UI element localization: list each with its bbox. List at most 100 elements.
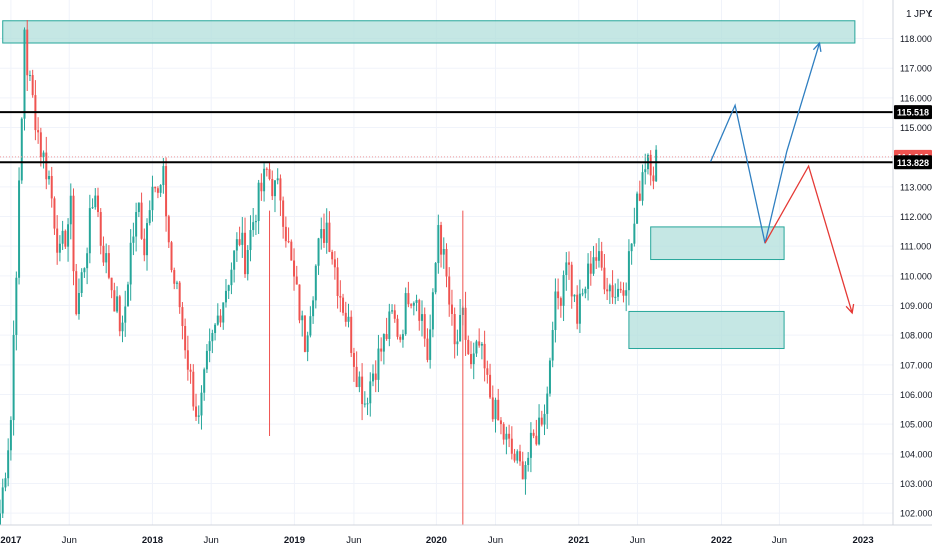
projections-layer (709, 41, 855, 315)
candle-body (554, 291, 557, 331)
candle-body (450, 304, 453, 315)
candle-body (420, 314, 423, 321)
candle-body (216, 315, 219, 325)
price-tick-label: 105.000 (900, 420, 932, 430)
candle-body (415, 300, 418, 303)
candle-body (184, 326, 187, 351)
candle-body (483, 343, 486, 369)
supply-demand-zone (2, 20, 856, 44)
candle-body (625, 290, 628, 296)
candle-body (102, 245, 105, 263)
candle-body (64, 230, 67, 247)
candle-body (505, 433, 508, 440)
candle-body (61, 230, 64, 244)
candle-body (513, 453, 516, 461)
candle-body (456, 341, 459, 345)
candle-body (284, 226, 287, 242)
candle-body (23, 29, 26, 119)
candle-body (97, 195, 100, 213)
candle-body (322, 229, 325, 243)
candle-body (148, 210, 151, 224)
candle-body (570, 264, 573, 297)
candle-body (230, 269, 233, 286)
candle-body (429, 329, 432, 360)
candle-body (42, 152, 45, 157)
time-tick-label: 2017 (0, 535, 21, 546)
price-tick-label: 113.000 (900, 182, 932, 192)
candle-body (80, 272, 83, 293)
candle-body (333, 259, 336, 268)
candle-body (271, 178, 274, 197)
candle-body (290, 241, 293, 261)
candle-body (568, 262, 571, 265)
candle-body (126, 284, 129, 307)
candle-body (331, 251, 334, 260)
candle-body (67, 224, 70, 247)
candle-body (363, 403, 366, 405)
candle-body (175, 282, 178, 284)
candle-body (521, 461, 524, 480)
axis-bottom-tick: 0 (928, 9, 932, 20)
candle-body (45, 152, 48, 180)
candle-body (276, 178, 279, 181)
price-label-box (894, 155, 932, 170)
candle-body (431, 292, 434, 330)
candle-body (143, 238, 146, 256)
candle-body (53, 198, 56, 229)
candle-body (249, 230, 252, 251)
price-tick-label: 103.000 (900, 479, 932, 489)
candle-body (282, 200, 285, 227)
candle-body (608, 285, 611, 292)
candle-body (113, 290, 116, 312)
price-tick-label: 109.000 (900, 301, 932, 311)
candle-body (189, 369, 192, 372)
candle-body (393, 310, 396, 319)
candle-body (195, 406, 198, 417)
candle-body (293, 260, 296, 277)
candle-body (532, 432, 535, 436)
price-tick-label: 115.000 (900, 123, 932, 133)
candle-body (377, 348, 380, 380)
candle-body (154, 186, 157, 189)
candle-body (606, 289, 609, 292)
time-tick-label: 2019 (284, 535, 305, 546)
candle-body (587, 263, 590, 289)
candle-body (358, 376, 361, 388)
candle-body (7, 450, 10, 479)
candle-body (399, 336, 402, 340)
price-tick-label: 107.000 (900, 360, 932, 370)
time-tick-label: 2020 (426, 535, 447, 546)
candle-body (265, 168, 268, 170)
price-tick-label: 106.000 (900, 390, 932, 400)
candle-body (470, 354, 473, 365)
price-tick-label: 117.000 (900, 64, 932, 74)
price-tick-label: 112.000 (900, 212, 932, 222)
candle-body (186, 350, 189, 370)
supply-demand-zone (650, 226, 785, 261)
candle-body (227, 285, 230, 291)
candle-body (77, 292, 80, 315)
candle-body (325, 222, 328, 243)
candle-body (636, 193, 639, 224)
time-axis-bg (0, 525, 932, 550)
candle-body (597, 251, 600, 261)
candle-body (235, 239, 238, 251)
candle-body (655, 149, 658, 182)
candle-body (257, 182, 260, 222)
candle-body (369, 381, 372, 404)
candle-body (535, 435, 538, 445)
candle-body (644, 169, 647, 173)
candle-body (499, 420, 502, 425)
candle-body (388, 311, 391, 339)
candle-body (295, 276, 298, 285)
time-tick-label: 2021 (568, 535, 590, 546)
candle-body (401, 334, 404, 340)
time-tick-label: 2018 (142, 535, 163, 546)
candle-body (614, 296, 617, 298)
candle-body (167, 216, 170, 243)
candle-body (491, 397, 494, 420)
candle-body (244, 232, 247, 275)
candle-body (382, 334, 385, 352)
